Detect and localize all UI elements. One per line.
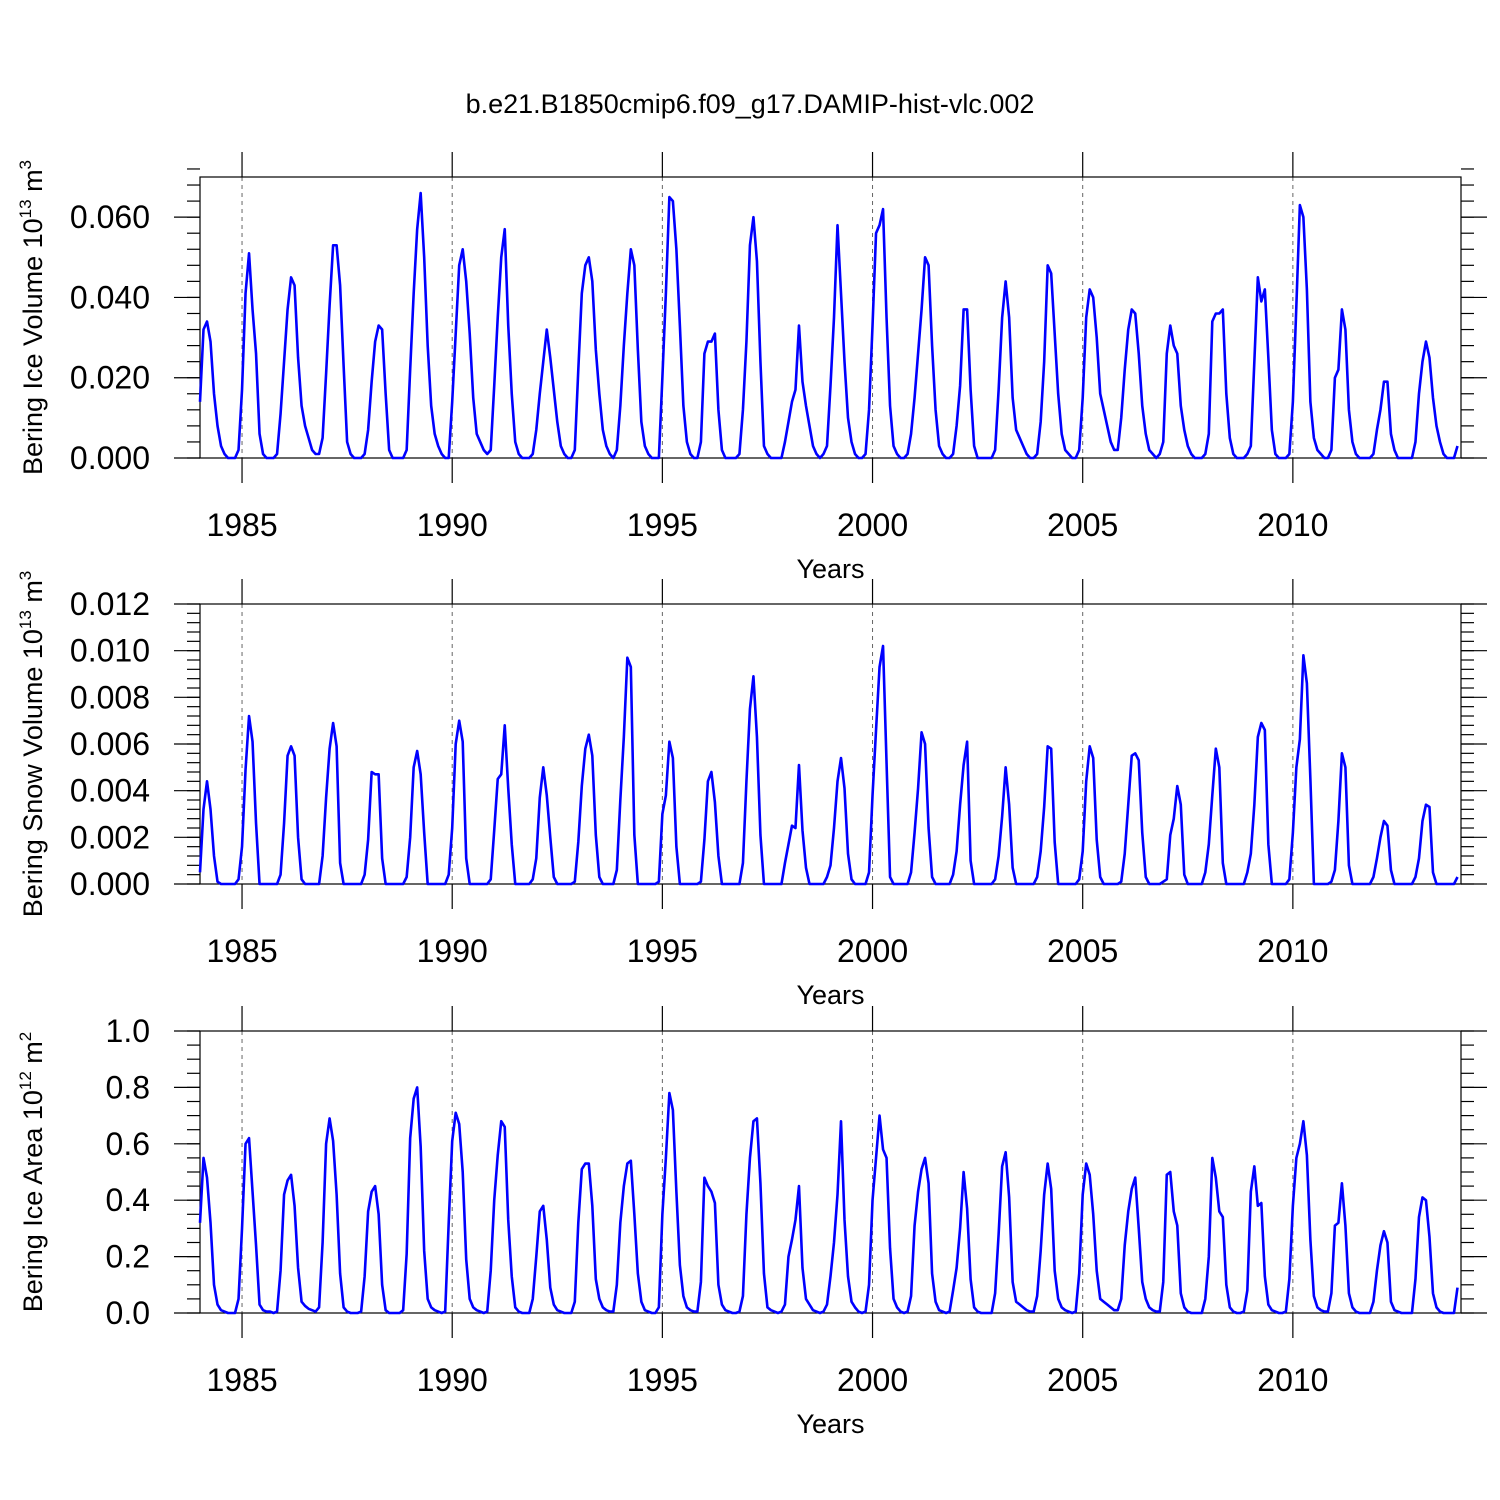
x-tick-label: 1995 bbox=[627, 507, 698, 543]
panels: 1985 1990 1995 2000 2005 2010 0.000 0.020 0.040 0… bbox=[16, 152, 1487, 1439]
x-tick-label: 2005 bbox=[1047, 1362, 1118, 1398]
series-line-ice-volume bbox=[198, 191, 1459, 460]
y-tick-label: 0.008 bbox=[70, 679, 150, 715]
y-tick-label: 0.002 bbox=[70, 819, 150, 855]
y-tick-label: 0.2 bbox=[106, 1239, 150, 1275]
x-tick-label: 1995 bbox=[627, 1362, 698, 1398]
y-axis-label-unit: m bbox=[18, 1041, 48, 1071]
x-tick-label: 2010 bbox=[1257, 1362, 1328, 1398]
y-tick-label: 0.040 bbox=[70, 279, 150, 315]
y-tick-label: 1.0 bbox=[106, 1013, 150, 1049]
y-tick-label: 0.000 bbox=[70, 440, 150, 476]
x-tick-label: 2010 bbox=[1257, 507, 1328, 543]
y-tick-label: 0.004 bbox=[70, 773, 150, 809]
plot-frame bbox=[199, 176, 1462, 459]
y-axis-label-unit: m bbox=[18, 580, 48, 610]
chart-title: b.e21.B1850cmip6.f09_g17.DAMIP-hist-vlc.… bbox=[466, 89, 1035, 119]
y-axis-label-unit-exponent: 3 bbox=[16, 160, 35, 169]
panel-ice-volume: 1985 1990 1995 2000 2005 2010 0.000 0.020 0.040 0… bbox=[16, 152, 1487, 584]
x-tick-label: 2010 bbox=[1257, 933, 1328, 969]
y-axis-label-unit: m bbox=[18, 169, 48, 199]
x-tick-label: 1985 bbox=[206, 507, 277, 543]
x-tick-label: 1985 bbox=[206, 933, 277, 969]
y-axis-label-text: Bering Snow Volume 10 bbox=[18, 629, 48, 917]
y-tick-label: 0.4 bbox=[106, 1182, 150, 1218]
y-axis-label-text: Bering Ice Volume 10 bbox=[18, 218, 48, 475]
y-axis-label-text: Bering Ice Area 10 bbox=[18, 1090, 48, 1312]
y-axis-label: Bering Snow Volume 1013 m3 bbox=[16, 571, 48, 918]
x-axis-label: Years bbox=[796, 980, 864, 1010]
x-tick-label: 2005 bbox=[1047, 507, 1118, 543]
y-axis-label-unit-exponent: 3 bbox=[16, 571, 35, 580]
x-tick-label: 1995 bbox=[627, 933, 698, 969]
y-tick-label: 0.0 bbox=[106, 1295, 150, 1331]
y-axis-label-exponent: 13 bbox=[16, 199, 35, 218]
x-tick-label: 2000 bbox=[837, 933, 908, 969]
y-tick-label: 0.8 bbox=[106, 1069, 150, 1105]
x-tick-label: 1990 bbox=[417, 507, 488, 543]
x-tick-label: 1990 bbox=[417, 933, 488, 969]
panel-snow-volume: 1985 1990 1995 2000 2005 2010 0.000 0.002 0.004 0… bbox=[16, 571, 1487, 1010]
plot-frame bbox=[199, 603, 1462, 885]
y-axis-label: Bering Ice Area 1012 m2 bbox=[16, 1032, 48, 1313]
series-line-ice-area bbox=[198, 1086, 1459, 1315]
y-axis-label-exponent: 13 bbox=[16, 610, 35, 629]
series-line-snow-volume bbox=[198, 644, 1459, 886]
y-tick-label: 0.010 bbox=[70, 633, 150, 669]
y-tick-label: 0.006 bbox=[70, 726, 150, 762]
y-axis-label: Bering Ice Volume 1013 m3 bbox=[16, 160, 48, 475]
y-tick-label: 0.6 bbox=[106, 1126, 150, 1162]
x-tick-label: 1990 bbox=[417, 1362, 488, 1398]
panel-ice-area: 1985 1990 1995 2000 2005 2010 0.0 0.2 0.4 0.6 0.8 1… bbox=[16, 1006, 1487, 1439]
y-axis-label-exponent: 12 bbox=[16, 1071, 35, 1090]
y-tick-label: 0.000 bbox=[70, 866, 150, 902]
x-tick-label: 2000 bbox=[837, 1362, 908, 1398]
y-tick-label: 0.012 bbox=[70, 586, 150, 622]
y-tick-label: 0.060 bbox=[70, 199, 150, 235]
y-axis-label-unit-exponent: 2 bbox=[16, 1032, 35, 1041]
x-tick-label: 1985 bbox=[206, 1362, 277, 1398]
y-tick-label: 0.020 bbox=[70, 360, 150, 396]
x-tick-label: 2000 bbox=[837, 507, 908, 543]
x-axis-label: Years bbox=[796, 554, 864, 584]
x-axis-label: Years bbox=[796, 1409, 864, 1439]
x-tick-label: 2005 bbox=[1047, 933, 1118, 969]
